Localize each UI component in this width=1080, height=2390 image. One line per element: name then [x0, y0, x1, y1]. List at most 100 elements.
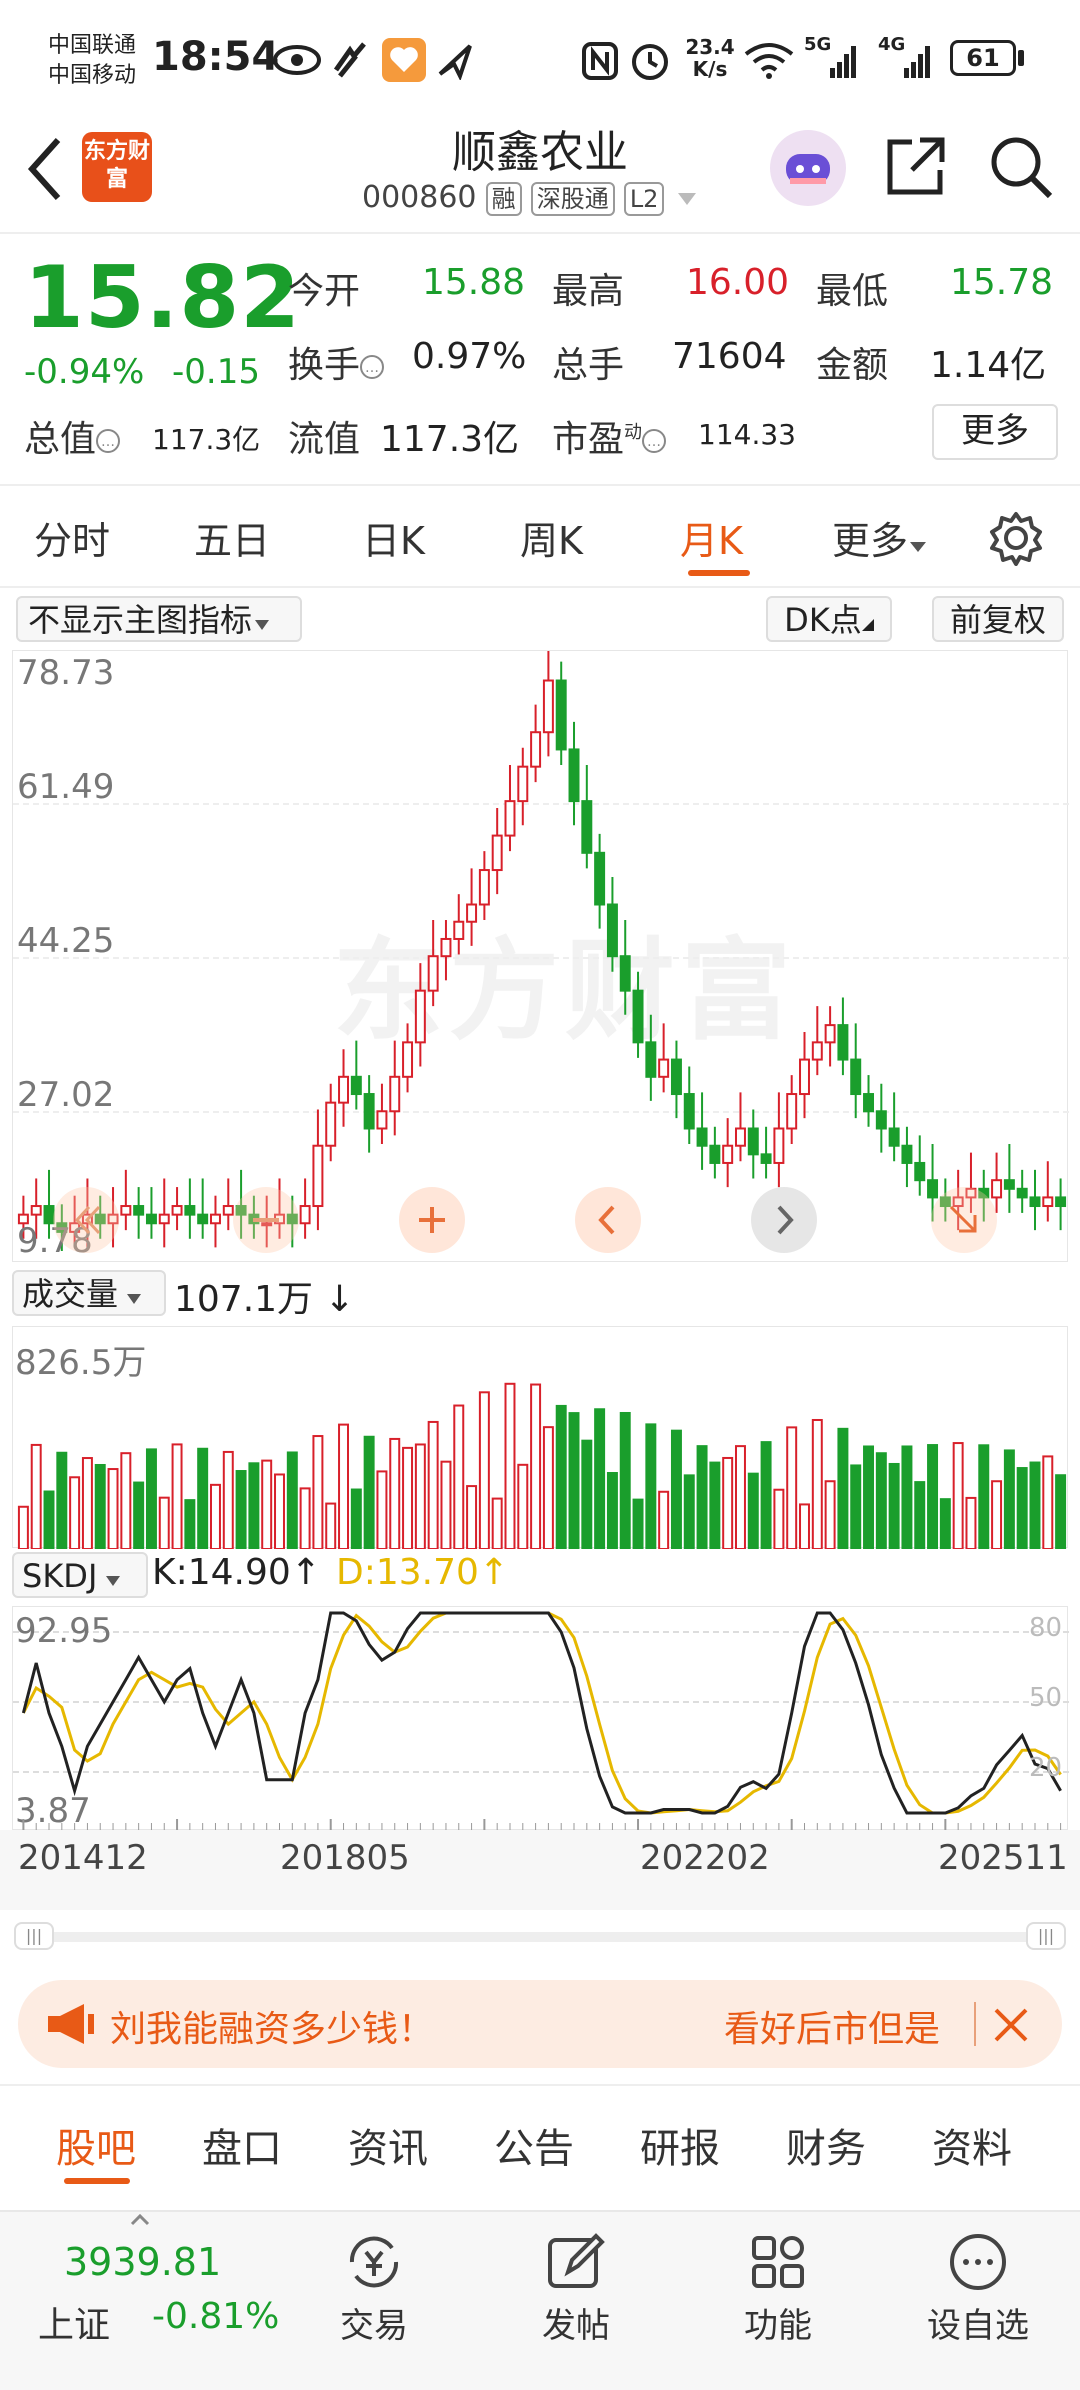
close-icon[interactable] [992, 2006, 1030, 2044]
volume-bar [568, 1412, 580, 1549]
fullscreen-button[interactable] [931, 1187, 997, 1253]
volume-bar [850, 1464, 862, 1549]
zoom-in-button[interactable] [399, 1187, 465, 1253]
tab-monthly-k[interactable]: 月K [680, 519, 743, 563]
kline-chart[interactable]: 东方财富 78.73 61.49 44.25 27.02 9.78 [12, 650, 1069, 1262]
candle-body [222, 1205, 234, 1216]
news-text-left[interactable]: 刘我能融资多少钱！ [110, 2009, 435, 2050]
candle-body [389, 1075, 401, 1113]
volume-bar [414, 1443, 426, 1549]
info-icon[interactable]: … [360, 355, 385, 379]
adjust-button[interactable]: 前复权 [932, 596, 1064, 642]
index-name[interactable]: 上证 [38, 2305, 111, 2346]
candle-body [594, 851, 606, 906]
amount-label: 金额 [816, 345, 889, 386]
volume-bar [286, 1451, 298, 1549]
alarm-icon [632, 44, 668, 80]
tab-forum[interactable]: 股吧 [56, 2126, 136, 2172]
news-text-right[interactable]: 看好后市但是 [724, 2009, 941, 2050]
gear-icon[interactable] [988, 510, 1044, 566]
dropdown-icon[interactable] [676, 191, 698, 207]
high-value: 16.00 [686, 262, 790, 303]
index-change[interactable]: -0.81% [152, 2296, 280, 2337]
candle-body [363, 1093, 375, 1130]
search-icon[interactable] [988, 134, 1054, 200]
scroll-right-button[interactable] [751, 1187, 817, 1253]
price-axis-label: 44.25 [17, 921, 115, 961]
double-chevron-left-icon [74, 1205, 101, 1235]
stock-header: 东方财富 顺鑫农业 000860 融 深股通 L2 [0, 110, 1080, 232]
divider [974, 2002, 976, 2046]
chart-scrollbar[interactable]: ||| ||| [14, 1922, 1066, 1950]
candle-body [530, 731, 542, 768]
indicator-select[interactable]: 不显示主图指标 [16, 596, 302, 642]
skdj-select[interactable]: SKDJ [12, 1552, 148, 1598]
divider [0, 232, 1080, 234]
tab-financials[interactable]: 财务 [786, 2126, 866, 2172]
volume-chart[interactable]: 826.5万 [12, 1326, 1068, 1549]
scroll-handle-left[interactable]: ||| [14, 1922, 54, 1950]
candle-body [1042, 1196, 1054, 1208]
tab-daily-k[interactable]: 日K [362, 519, 425, 563]
back-icon[interactable] [22, 134, 66, 204]
volume-bar [363, 1435, 375, 1549]
volume-bar [69, 1476, 81, 1549]
scroll-handle-right[interactable]: ||| [1026, 1922, 1066, 1950]
volume-bar [222, 1450, 234, 1549]
volume-bar [888, 1462, 900, 1549]
skdj-chart[interactable]: 92.95 3.87 80 50 20 [12, 1606, 1069, 1831]
scroll-left-button[interactable] [575, 1187, 641, 1253]
candle-body [30, 1205, 42, 1216]
candle-body [299, 1205, 311, 1225]
tab-research[interactable]: 研报 [640, 2126, 720, 2172]
volume-bar [491, 1497, 503, 1549]
volume-indicator-select[interactable]: 成交量 [12, 1270, 166, 1316]
candle-body [991, 1179, 1003, 1199]
candle-body [69, 1222, 81, 1233]
tab-order-book[interactable]: 盘口 [202, 2126, 282, 2172]
nav-trade[interactable]: 交易 [330, 2230, 418, 2347]
price-axis-label: 61.49 [17, 767, 115, 807]
tab-news[interactable]: 资讯 [348, 2126, 428, 2172]
news-banner[interactable]: 刘我能融资多少钱！ 看好后市但是 [18, 1980, 1062, 2068]
candle-body [209, 1213, 221, 1225]
zoom-out-button[interactable] [233, 1187, 299, 1253]
chevron-right-icon [777, 1205, 794, 1235]
nav-functions[interactable]: 功能 [734, 2230, 822, 2347]
candle-body [402, 1041, 414, 1078]
volume-bar [43, 1490, 55, 1549]
tab-five-day[interactable]: 五日 [194, 519, 271, 563]
index-value[interactable]: 3939.81 [64, 2240, 222, 2284]
nav-post-label: 发帖 [542, 2306, 610, 2346]
nfc-icon [582, 42, 618, 80]
tab-profile[interactable]: 资料 [932, 2126, 1012, 2172]
collapse-left-button[interactable] [53, 1187, 119, 1253]
nav-watchlist[interactable]: 设自选 [922, 2230, 1034, 2347]
volume-bar [209, 1483, 221, 1549]
pe-label: 市盈动… [552, 410, 667, 462]
eye-icon [273, 45, 321, 75]
volume-bar [350, 1488, 362, 1549]
compose-icon [548, 2233, 605, 2288]
info-icon[interactable]: … [96, 429, 121, 453]
dk-point-button[interactable]: DK点 [766, 596, 892, 642]
candle-body [427, 955, 439, 992]
tab-announcements[interactable]: 公告 [494, 2126, 574, 2172]
tab-intraday[interactable]: 分时 [34, 519, 111, 563]
share-icon[interactable] [884, 134, 948, 198]
tab-weekly-k[interactable]: 周K [520, 519, 583, 563]
tag-margin: 融 [485, 182, 522, 216]
tab-more[interactable]: 更多 [832, 510, 928, 565]
info-icon[interactable]: … [642, 429, 667, 453]
nav-watchlist-label: 设自选 [927, 2306, 1029, 2346]
nav-post[interactable]: 发帖 [532, 2230, 620, 2347]
volume-bar [760, 1441, 772, 1549]
volume-bar [747, 1472, 759, 1549]
candle-body [939, 1196, 951, 1208]
time-axis-label: 201412 [18, 1838, 148, 1878]
more-button[interactable]: 更多 [932, 404, 1058, 460]
assistant-avatar[interactable] [770, 130, 846, 206]
volume-bar [709, 1461, 721, 1549]
volume-bar [133, 1481, 145, 1549]
volume-bar [901, 1445, 913, 1549]
